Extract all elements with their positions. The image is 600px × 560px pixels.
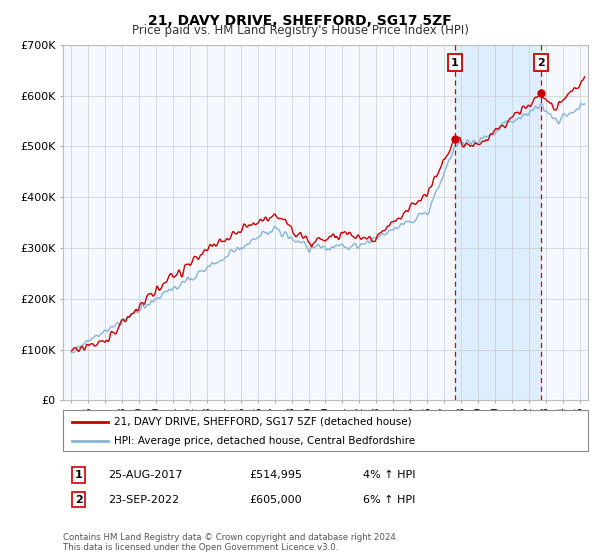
Bar — [455, 45, 541, 400]
Text: HPI: Average price, detached house, Central Bedfordshire: HPI: Average price, detached house, Cent… — [114, 436, 415, 446]
Text: Price paid vs. HM Land Registry's House Price Index (HPI): Price paid vs. HM Land Registry's House … — [131, 24, 469, 37]
Text: This data is licensed under the Open Government Licence v3.0.: This data is licensed under the Open Gov… — [63, 543, 338, 552]
Text: £514,995: £514,995 — [249, 470, 302, 480]
Text: 1: 1 — [451, 58, 459, 68]
Text: £605,000: £605,000 — [249, 494, 302, 505]
Text: 6% ↑ HPI: 6% ↑ HPI — [363, 494, 415, 505]
Text: 2: 2 — [75, 494, 82, 505]
Text: 2: 2 — [537, 58, 545, 68]
Text: 25-AUG-2017: 25-AUG-2017 — [108, 470, 182, 480]
Text: 21, DAVY DRIVE, SHEFFORD, SG17 5ZF: 21, DAVY DRIVE, SHEFFORD, SG17 5ZF — [148, 14, 452, 28]
Text: 4% ↑ HPI: 4% ↑ HPI — [363, 470, 415, 480]
Text: 23-SEP-2022: 23-SEP-2022 — [108, 494, 179, 505]
Text: 1: 1 — [75, 470, 82, 480]
Text: 21, DAVY DRIVE, SHEFFORD, SG17 5ZF (detached house): 21, DAVY DRIVE, SHEFFORD, SG17 5ZF (deta… — [114, 417, 412, 427]
Text: Contains HM Land Registry data © Crown copyright and database right 2024.: Contains HM Land Registry data © Crown c… — [63, 533, 398, 542]
